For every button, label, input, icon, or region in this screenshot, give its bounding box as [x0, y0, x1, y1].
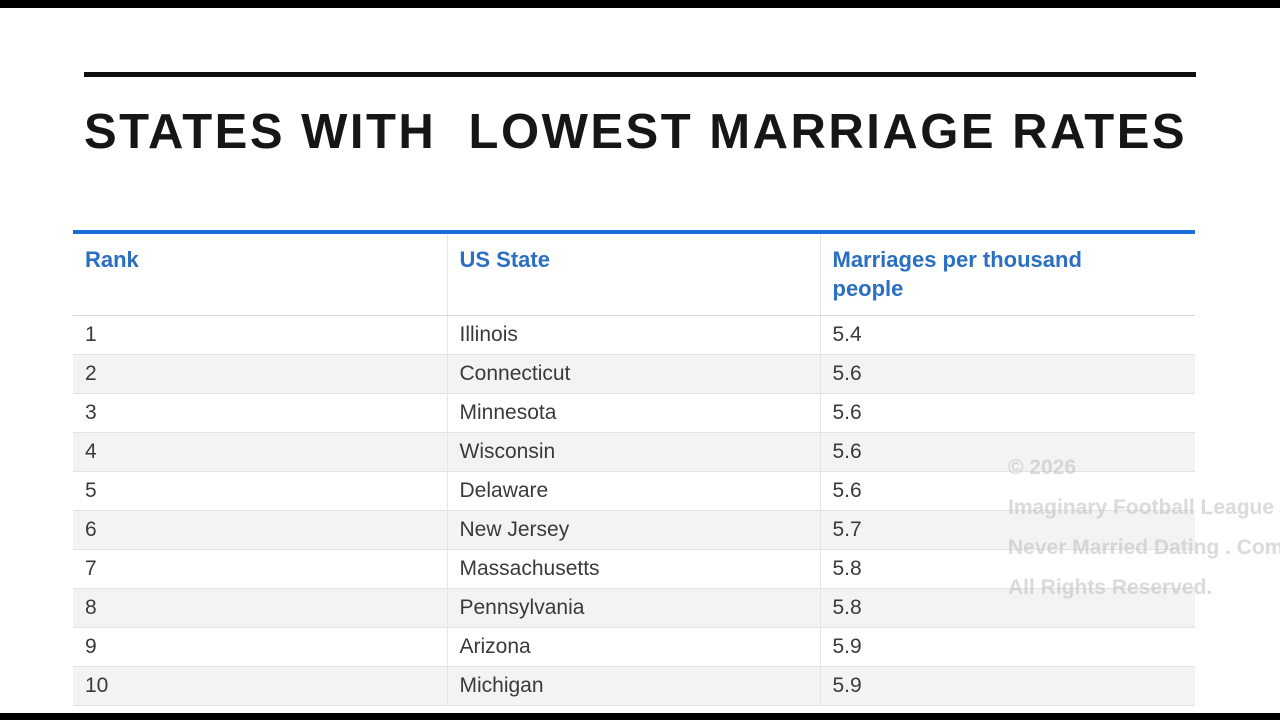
state-cell: Wisconsin	[447, 432, 821, 473]
rate-cell: 5.7	[820, 510, 1195, 551]
rank-cell: 3	[73, 393, 448, 434]
rank-cell: 7	[73, 549, 448, 590]
table-row: 8 Pennsylvania 5.8	[73, 588, 1195, 629]
table-row: 9 Arizona 5.9	[73, 627, 1195, 668]
rate-cell: 5.8	[820, 588, 1195, 629]
column-header-state: US State	[447, 232, 821, 317]
rate-cell: 5.9	[820, 666, 1195, 707]
state-cell: Pennsylvania	[447, 588, 821, 629]
state-cell: Massachusetts	[447, 549, 821, 590]
table-header-row: Rank US State Marriages per thousand peo…	[73, 232, 1195, 317]
rate-cell: 5.6	[820, 471, 1195, 512]
state-cell: New Jersey	[447, 510, 821, 551]
table-row: 1 Illinois 5.4	[73, 315, 1195, 356]
rank-cell: 6	[73, 510, 448, 551]
state-cell: Michigan	[447, 666, 821, 707]
column-header-rank-label: Rank	[85, 247, 139, 272]
column-header-rate-label: Marriages per thousand people	[832, 247, 1082, 302]
state-cell: Illinois	[447, 315, 821, 356]
table-row: 5 Delaware 5.6	[73, 471, 1195, 512]
rank-cell: 10	[73, 666, 448, 707]
table-row: 10 Michigan 5.9	[73, 666, 1195, 707]
rate-cell: 5.6	[820, 393, 1195, 434]
rank-cell: 4	[73, 432, 448, 473]
state-cell: Arizona	[447, 627, 821, 668]
rate-cell: 5.6	[820, 432, 1195, 473]
column-header-rate: Marriages per thousand people	[820, 232, 1195, 317]
table-row: 2 Connecticut 5.6	[73, 354, 1195, 395]
table-row: 6 New Jersey 5.7	[73, 510, 1195, 551]
rate-cell: 5.9	[820, 627, 1195, 668]
rate-cell: 5.4	[820, 315, 1195, 356]
table-row: 7 Massachusetts 5.8	[73, 549, 1195, 590]
table-row: 3 Minnesota 5.6	[73, 393, 1195, 434]
rank-cell: 2	[73, 354, 448, 395]
rank-cell: 5	[73, 471, 448, 512]
state-cell: Minnesota	[447, 393, 821, 434]
state-cell: Delaware	[447, 471, 821, 512]
letterbox-top-bar	[0, 0, 1280, 8]
rank-cell: 9	[73, 627, 448, 668]
column-header-state-label: US State	[459, 247, 550, 272]
marriage-rates-table: Rank US State Marriages per thousand peo…	[73, 230, 1195, 707]
rate-cell: 5.6	[820, 354, 1195, 395]
column-header-rank: Rank	[73, 232, 448, 317]
table-row: 4 Wisconsin 5.6	[73, 432, 1195, 473]
letterbox-bottom-bar	[0, 713, 1280, 720]
title-divider-rule	[84, 72, 1196, 77]
marriage-rates-table-container: Rank US State Marriages per thousand peo…	[73, 230, 1195, 707]
rate-cell: 5.8	[820, 549, 1195, 590]
page-title: STATES WITH LOWEST MARRIAGE RATES	[84, 105, 1188, 159]
rank-cell: 8	[73, 588, 448, 629]
state-cell: Connecticut	[447, 354, 821, 395]
rank-cell: 1	[73, 315, 448, 356]
